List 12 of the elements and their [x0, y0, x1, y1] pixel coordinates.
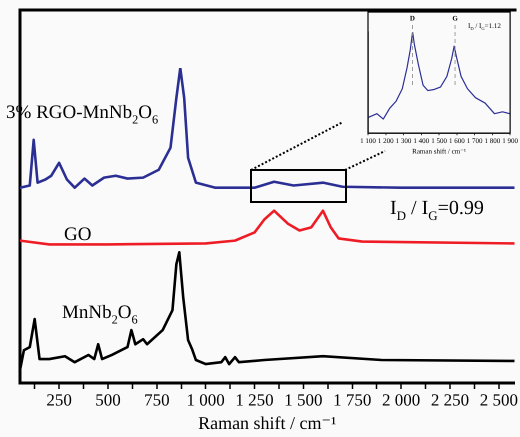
x-tick-label: 500	[95, 390, 121, 410]
x-tick-label: 750	[144, 390, 170, 410]
x-tick-label: 250	[46, 390, 72, 410]
x-axis-title: Raman shift / cm⁻¹	[198, 412, 336, 433]
x-tick-label: 2 250	[430, 390, 470, 410]
x-tick-label: 1 750	[333, 390, 372, 410]
x-tick-label: 1 250	[235, 390, 274, 410]
x-tick-label: 1 500	[284, 390, 323, 410]
x-tick-label: 2 000	[382, 390, 420, 410]
x-tick-label: 2 500	[480, 390, 518, 410]
x-tick-label: 1 000	[186, 390, 225, 410]
series-label: GO	[64, 224, 92, 245]
